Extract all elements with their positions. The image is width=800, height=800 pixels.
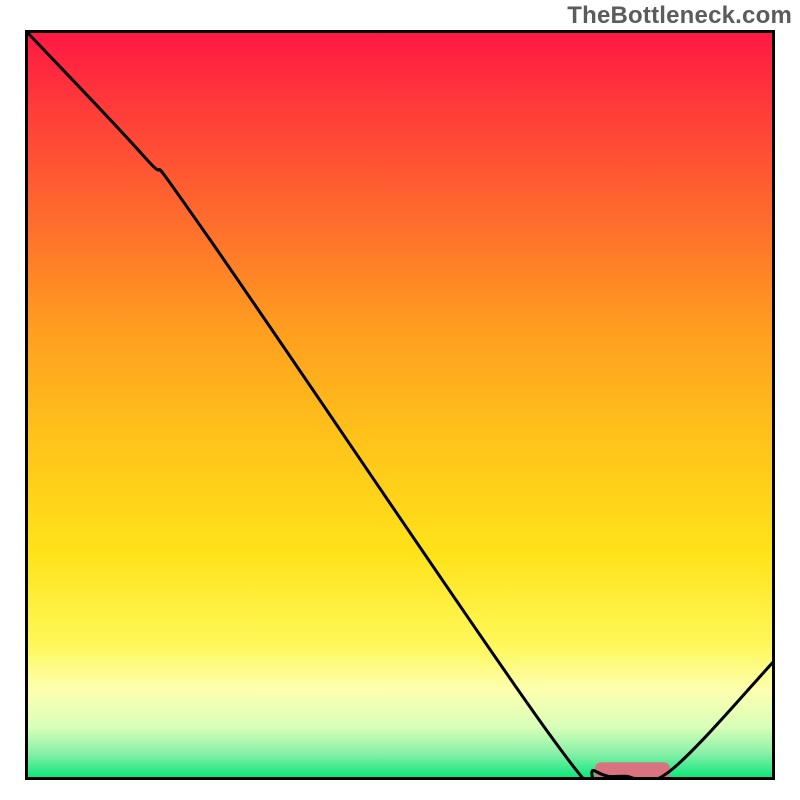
bottleneck-chart bbox=[25, 30, 775, 780]
chart-background bbox=[25, 30, 775, 780]
card: TheBottleneck.com bbox=[0, 0, 800, 800]
watermark-text: TheBottleneck.com bbox=[567, 2, 792, 30]
